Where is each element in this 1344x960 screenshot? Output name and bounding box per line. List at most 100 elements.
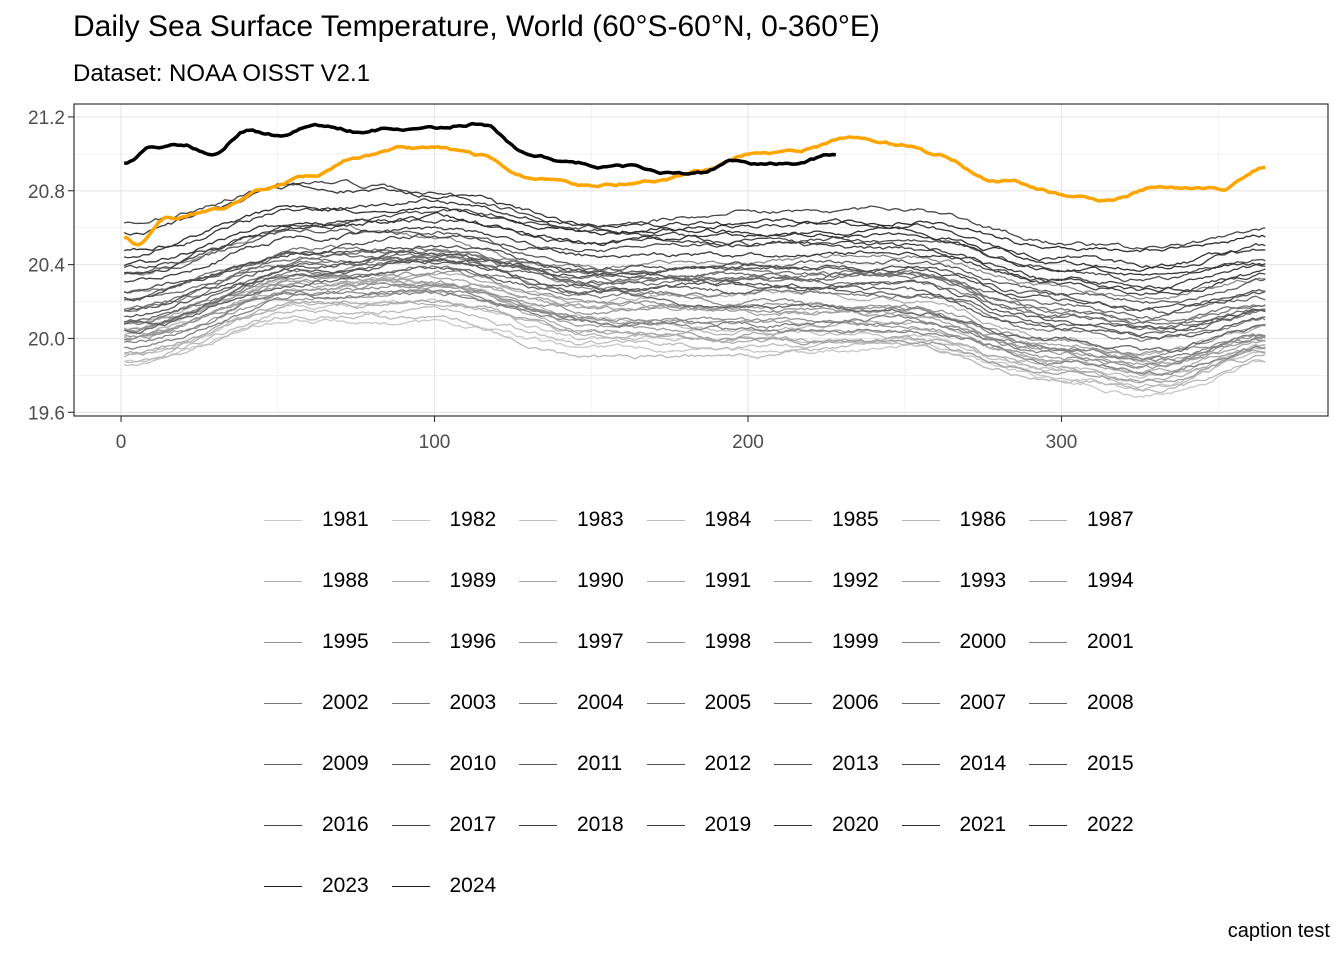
legend-item-2016: 2016 — [264, 805, 369, 845]
legend-label: 1991 — [704, 569, 752, 592]
legend-key-line — [391, 702, 430, 704]
legend-item-2003: 2003 — [391, 683, 497, 723]
legend-item-1997: 1997 — [519, 622, 624, 662]
y-tick-label: 20.8 — [28, 182, 65, 203]
series-line-1990 — [124, 273, 1266, 363]
legend-item-1995: 1995 — [264, 622, 369, 662]
series-line-2010 — [123, 228, 1266, 341]
legend-label: 1986 — [959, 508, 1007, 531]
legend-item-2007: 2007 — [901, 683, 1007, 723]
series-line-2013 — [124, 244, 1266, 312]
legend-key-line — [391, 641, 430, 643]
legend-item-2014: 2014 — [901, 744, 1006, 784]
legend-item-2013: 2013 — [774, 744, 879, 784]
legend-item-2012: 2012 — [646, 744, 751, 784]
chart-subtitle: Dataset: NOAA OISST V2.1 — [73, 60, 371, 87]
legend-key-line — [391, 885, 430, 887]
legend-key-line — [646, 763, 685, 765]
series-line-2014 — [123, 233, 1266, 302]
legend-item-1987: 1987 — [1029, 500, 1134, 540]
legend-label: 2022 — [1087, 813, 1134, 836]
series-line-2017 — [124, 217, 1266, 293]
legend-key-line — [1029, 702, 1067, 704]
series-line-2000 — [124, 288, 1266, 361]
legend-label: 2018 — [577, 813, 624, 836]
legend-label: 1982 — [449, 508, 497, 531]
legend-label: 2003 — [449, 691, 497, 714]
series-line-1996 — [124, 283, 1266, 369]
grid-lines — [74, 104, 1328, 416]
legend-item-2005: 2005 — [646, 683, 751, 723]
series-line-2019 — [124, 198, 1266, 270]
legend-item-1981: 1981 — [264, 500, 369, 540]
legend-item-1982: 1982 — [391, 500, 497, 540]
legend-label: 2002 — [322, 691, 369, 714]
chart-caption: caption test — [1227, 920, 1330, 942]
series-line-1997 — [123, 252, 1266, 335]
legend-key-line — [646, 580, 685, 582]
legend-label: 1999 — [832, 630, 879, 653]
plot-panel-border — [73, 103, 1329, 417]
legend-label: 1994 — [1087, 569, 1134, 592]
legend-item-1983: 1983 — [519, 500, 624, 540]
legend-key-line — [774, 580, 812, 582]
legend-label: 1993 — [959, 569, 1007, 592]
legend-label: 1983 — [577, 508, 624, 531]
legend-key-line — [1029, 641, 1067, 643]
x-tick-label: 100 — [419, 432, 451, 453]
legend-item-1998: 1998 — [646, 622, 752, 662]
series-line-2012 — [124, 250, 1266, 315]
legend-item-1985: 1985 — [774, 500, 879, 540]
legend-label: 2007 — [959, 691, 1007, 714]
legend-item-2008: 2008 — [1029, 683, 1134, 723]
legend-key-line — [1029, 763, 1067, 765]
legend-label: 1998 — [704, 630, 752, 653]
legend-item-2000: 2000 — [901, 622, 1007, 662]
series-line-2011 — [124, 258, 1266, 332]
legend-item-2015: 2015 — [1029, 744, 1134, 784]
series-line-1999 — [124, 290, 1266, 376]
legend-label: 1990 — [577, 569, 624, 592]
legend-label: 1996 — [449, 630, 497, 653]
legend-key-line — [901, 824, 940, 826]
legend-key-line — [646, 824, 685, 826]
legend-item-1993: 1993 — [901, 561, 1007, 601]
legend-key-line — [391, 824, 430, 826]
legend-key-line — [264, 763, 302, 765]
legend-item-2018: 2018 — [519, 805, 624, 845]
legend-label: 2000 — [959, 630, 1007, 653]
y-tick-label: 20.0 — [28, 329, 65, 350]
series-line-2018 — [124, 226, 1266, 290]
legend-item-1991: 1991 — [646, 561, 752, 601]
legend-item-2024: 2024 — [391, 866, 496, 906]
series-line-1984 — [124, 305, 1266, 389]
legend-key-line — [774, 763, 812, 765]
legend-key-line — [646, 702, 685, 704]
legend-item-1990: 1990 — [519, 561, 624, 601]
legend-key-line — [519, 824, 557, 826]
legend-item-1984: 1984 — [646, 500, 751, 540]
legend-key-line — [519, 763, 557, 765]
legend-key-line — [901, 580, 940, 582]
legend-item-2006: 2006 — [774, 683, 879, 723]
legend-item-2020: 2020 — [774, 805, 879, 845]
legend-item-2011: 2011 — [519, 744, 622, 784]
legend-label: 2009 — [322, 752, 369, 775]
legend-item-1992: 1992 — [774, 561, 879, 601]
series-line-2023 — [123, 135, 1266, 247]
legend-label: 1989 — [449, 569, 497, 592]
legend-label: 2010 — [449, 752, 497, 775]
legend-key-line — [264, 885, 302, 887]
legend-label: 2004 — [577, 691, 624, 714]
legend-item-1996: 1996 — [391, 622, 497, 662]
legend-label: 2016 — [322, 813, 369, 836]
legend-label: 2017 — [449, 813, 497, 836]
legend-item-2023: 2023 — [264, 866, 369, 906]
legend-key-line — [391, 519, 430, 521]
x-tick-label: 0 — [116, 432, 127, 453]
x-tick-label: 300 — [1046, 432, 1078, 453]
legend-item-1999: 1999 — [774, 622, 879, 662]
legend-key-line — [264, 824, 302, 826]
legend-label: 1997 — [577, 630, 624, 653]
legend-key-line — [264, 702, 302, 704]
